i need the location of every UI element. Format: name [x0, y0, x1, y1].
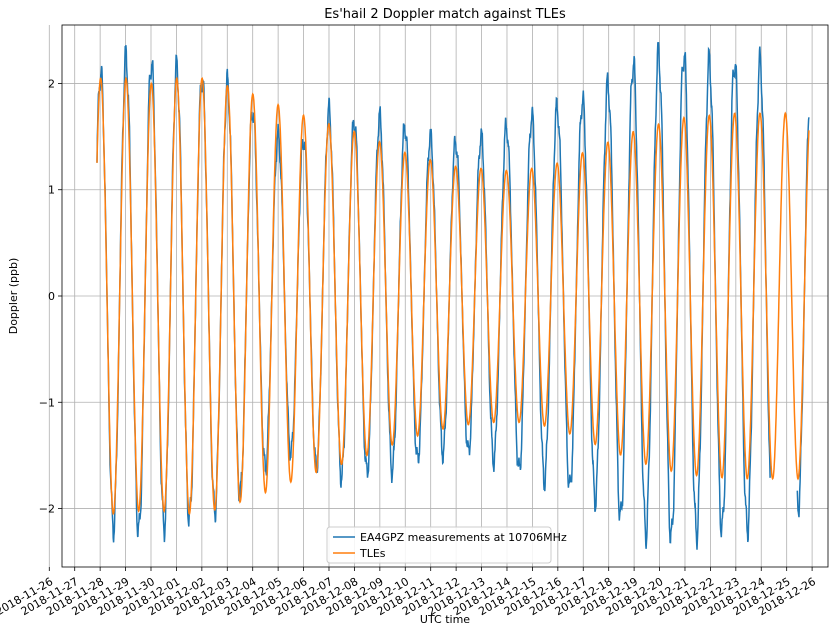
tle-line [96, 76, 810, 516]
y-tick-label: 1 [48, 184, 55, 197]
legend-label-measurements: EA4GPZ measurements at 10706MHz [360, 531, 567, 544]
series-layer [96, 41, 810, 550]
legend-label-tles: TLEs [359, 547, 386, 560]
y-axis-title: Doppler (ppb) [7, 258, 20, 335]
x-axis-ticks: 2018-11-262018-11-272018-11-282018-11-29… [0, 567, 818, 618]
chart-title: Es'hail 2 Doppler match against TLEs [324, 7, 566, 22]
series-tles [96, 76, 810, 516]
legend: EA4GPZ measurements at 10706MHz TLEs [326, 526, 567, 564]
y-axis-ticks: −2 −1 0 1 2 [39, 77, 62, 516]
y-tick-label: −2 [39, 503, 55, 516]
legend-box [326, 526, 552, 564]
y-tick-label: −1 [39, 396, 55, 409]
y-tick-label: 0 [48, 290, 55, 303]
x-axis-title: UTC time [420, 613, 470, 626]
y-grid [62, 83, 828, 509]
y-tick-label: 2 [48, 77, 55, 90]
